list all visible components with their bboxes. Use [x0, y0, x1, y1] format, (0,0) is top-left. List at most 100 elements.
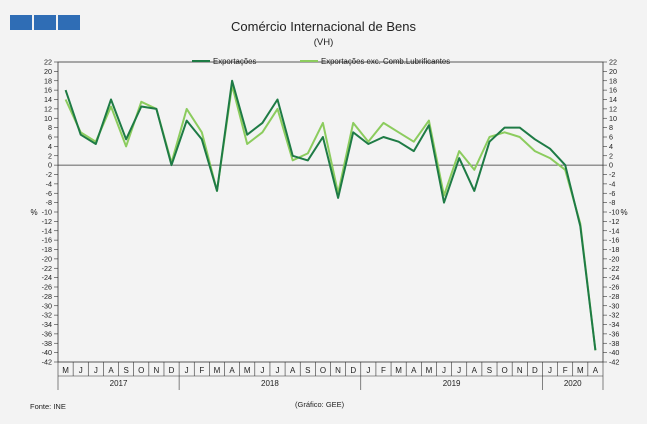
- y-tick-label-right: -28: [609, 292, 619, 301]
- x-tick-label: F: [563, 366, 568, 375]
- x-tick-label: J: [79, 366, 83, 375]
- y-tick-label-right: -8: [609, 198, 615, 207]
- y-tick-label-left: -8: [46, 198, 52, 207]
- y-tick-label-left: -36: [42, 329, 52, 338]
- x-tick-label: M: [214, 366, 221, 375]
- x-tick-label: F: [199, 366, 204, 375]
- y-tick-label-left: 14: [44, 95, 52, 104]
- y-tick-label-right: 16: [609, 86, 617, 95]
- y-tick-label-left: -18: [42, 245, 52, 254]
- y-tick-label-right: 6: [609, 133, 613, 142]
- y-tick-label-left: -20: [42, 254, 52, 263]
- y-tick-label-right: -12: [609, 217, 619, 226]
- y-axis-label-left: %: [30, 208, 37, 217]
- y-tick-label-right: -24: [609, 273, 619, 282]
- series-line: [64, 79, 597, 351]
- y-tick-label-left: -12: [42, 217, 52, 226]
- y-tick-label-right: 18: [609, 76, 617, 85]
- x-tick-label: J: [276, 366, 280, 375]
- y-axis-label-right: %: [620, 208, 627, 217]
- y-tick-label-left: 16: [44, 86, 52, 95]
- y-tick-label-left: -24: [42, 273, 52, 282]
- y-tick-label-right: -10: [609, 208, 619, 217]
- y-tick-label-left: -38: [42, 339, 52, 348]
- x-tick-label: J: [442, 366, 446, 375]
- legend-label: Exportações: [213, 57, 256, 66]
- x-tick-label: N: [154, 366, 160, 375]
- x-tick-label: A: [593, 366, 599, 375]
- y-tick-label-right: -2: [609, 170, 615, 179]
- institution-logo: [10, 15, 80, 30]
- x-tick-label: O: [320, 366, 326, 375]
- y-tick-label-right: -36: [609, 329, 619, 338]
- year-label: 2020: [564, 379, 582, 388]
- y-tick-label-left: 0: [48, 161, 52, 170]
- y-tick-label-left: -32: [42, 311, 52, 320]
- x-tick-label: O: [138, 366, 144, 375]
- x-tick-label: J: [185, 366, 189, 375]
- series-line: [64, 84, 597, 351]
- y-tick-label-left: 18: [44, 76, 52, 85]
- source-note: Fonte: INE: [30, 402, 66, 411]
- y-tick-label-left: -30: [42, 301, 52, 310]
- y-tick-label-left: -22: [42, 264, 52, 273]
- y-tick-label-right: -4: [609, 179, 615, 188]
- x-tick-label: A: [290, 366, 296, 375]
- y-tick-label-right: -40: [609, 348, 619, 357]
- x-tick-label: A: [108, 366, 114, 375]
- x-tick-label: A: [229, 366, 235, 375]
- y-tick-label-right: -6: [609, 189, 615, 198]
- x-tick-label: M: [244, 366, 251, 375]
- chart-subtitle: (VH): [313, 37, 334, 48]
- year-label: 2019: [443, 379, 461, 388]
- y-tick-label-left: 4: [48, 142, 52, 151]
- y-tick-label-left: -42: [42, 358, 52, 367]
- y-tick-label-left: -28: [42, 292, 52, 301]
- y-tick-label-right: -34: [609, 320, 619, 329]
- x-tick-label: A: [472, 366, 478, 375]
- y-tick-label-left: -4: [46, 179, 52, 188]
- y-tick-label-right: 8: [609, 123, 613, 132]
- y-tick-label-left: 8: [48, 123, 52, 132]
- x-tick-label: M: [426, 366, 433, 375]
- y-tick-label-right: -14: [609, 226, 619, 235]
- y-tick-label-right: -42: [609, 358, 619, 367]
- x-tick-label: F: [381, 366, 386, 375]
- y-tick-label-right: 22: [609, 58, 617, 67]
- y-tick-label-left: -16: [42, 236, 52, 245]
- y-tick-label-right: 0: [609, 161, 613, 170]
- graphic-credit: (Gráfico: GEE): [295, 400, 345, 409]
- x-tick-label: J: [457, 366, 461, 375]
- y-tick-label-right: -38: [609, 339, 619, 348]
- y-tick-label-right: -18: [609, 245, 619, 254]
- y-tick-label-right: -16: [609, 236, 619, 245]
- y-tick-label-left: 10: [44, 114, 52, 123]
- y-tick-label-left: 2: [48, 151, 52, 160]
- x-tick-label: N: [517, 366, 523, 375]
- x-tick-label: D: [350, 366, 356, 375]
- y-tick-label-left: 6: [48, 133, 52, 142]
- y-tick-label-right: -20: [609, 254, 619, 263]
- x-tick-label: D: [532, 366, 538, 375]
- y-tick-label-left: -34: [42, 320, 52, 329]
- y-tick-label-right: 12: [609, 104, 617, 113]
- x-tick-label: M: [395, 366, 402, 375]
- y-tick-label-right: -26: [609, 283, 619, 292]
- x-tick-label: N: [335, 366, 341, 375]
- x-tick-label: J: [94, 366, 98, 375]
- y-tick-label-left: 20: [44, 67, 52, 76]
- legend-label: Exportações exc. Comb.Lubrificantes: [321, 57, 450, 66]
- y-tick-label-left: -14: [42, 226, 52, 235]
- y-tick-label-right: 10: [609, 114, 617, 123]
- y-tick-label-left: -6: [46, 189, 52, 198]
- y-tick-label-right: 14: [609, 95, 617, 104]
- y-tick-label-left: -26: [42, 283, 52, 292]
- x-tick-label: S: [305, 366, 310, 375]
- x-tick-label: J: [548, 366, 552, 375]
- x-tick-label: O: [501, 366, 507, 375]
- x-tick-label: S: [487, 366, 492, 375]
- x-tick-label: S: [123, 366, 128, 375]
- x-tick-label: D: [169, 366, 175, 375]
- y-tick-label-right: 4: [609, 142, 613, 151]
